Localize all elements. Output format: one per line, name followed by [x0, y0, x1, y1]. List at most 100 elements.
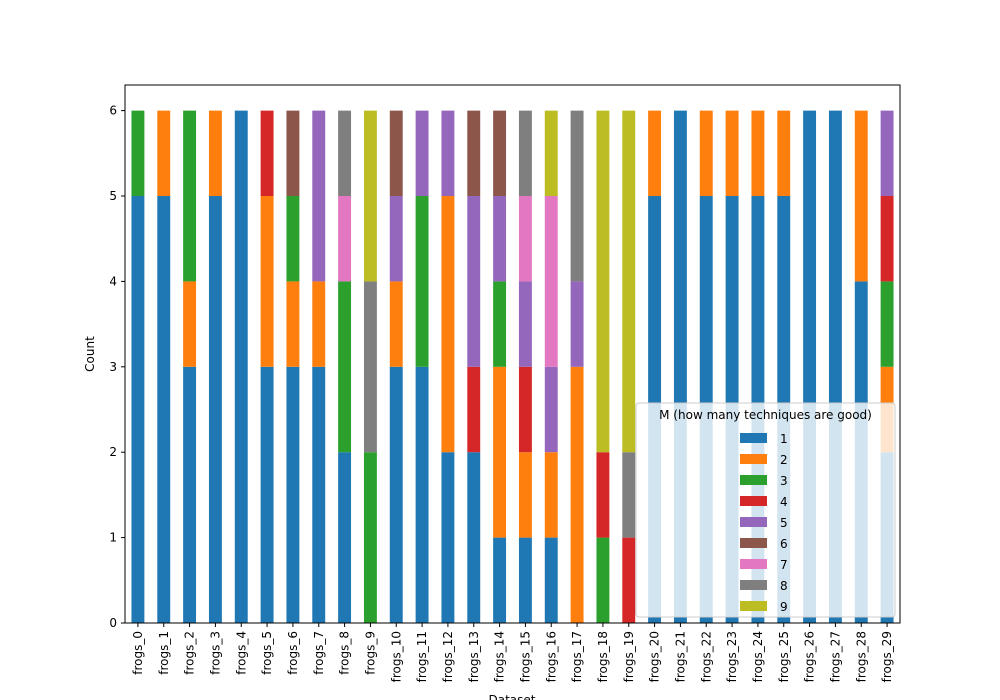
- x-tick-label: frogs_19: [622, 631, 636, 682]
- bar-segment: [570, 281, 584, 367]
- legend: M (how many techniques are good) 1 2 3 4 5 6 7 8…: [635, 402, 896, 618]
- bar-segment: [131, 110, 145, 197]
- bar-segment: [183, 281, 197, 367]
- legend-label: 2: [780, 453, 788, 467]
- x-axis-label: Dataset: [489, 693, 536, 700]
- legend-label: 4: [780, 495, 788, 509]
- legend-label: 5: [780, 516, 788, 530]
- x-tick-label: frogs_24: [751, 631, 765, 682]
- bar-segment: [286, 110, 300, 197]
- bar-segment: [363, 281, 377, 453]
- y-tick-label: 6: [109, 104, 117, 118]
- bar-segment: [493, 537, 507, 623]
- x-tick-label: frogs_6: [286, 631, 300, 675]
- x-tick-label: frogs_20: [648, 631, 662, 682]
- bar-segment: [725, 110, 739, 197]
- bar-segment: [622, 537, 636, 623]
- x-tick-label: frogs_12: [441, 631, 455, 682]
- y-tick-label: 0: [109, 616, 117, 630]
- bar-segment: [518, 281, 532, 367]
- x-tick-label: frogs_10: [389, 631, 403, 682]
- bar-segment: [493, 110, 507, 197]
- x-tick-label: frogs_25: [777, 631, 791, 682]
- x-tick-label: frogs_27: [828, 631, 842, 682]
- bar-segment: [544, 110, 558, 197]
- bar-segment: [338, 196, 352, 282]
- legend-label: 9: [780, 600, 788, 614]
- bar-segment: [544, 196, 558, 367]
- bar-segment: [493, 281, 507, 367]
- bar-segment: [493, 196, 507, 282]
- bar-segment: [570, 110, 584, 282]
- bar-segment: [415, 366, 429, 623]
- bar-segment: [363, 452, 377, 623]
- legend-label: 1: [780, 432, 788, 446]
- x-tick-label: frogs_18: [596, 631, 610, 682]
- x-tick-label: frogs_11: [415, 631, 429, 682]
- legend-label: 7: [780, 558, 788, 572]
- bar-segment: [596, 537, 610, 623]
- bar-segment: [260, 196, 274, 367]
- bar-segment: [467, 196, 481, 367]
- x-tick-label: frogs_2: [183, 631, 197, 675]
- bar-segment: [699, 110, 713, 197]
- y-tick-label: 1: [109, 531, 117, 545]
- bar-segment: [441, 110, 455, 197]
- legend-swatch: [740, 454, 767, 464]
- bar-segment: [518, 452, 532, 538]
- bar-segment: [415, 110, 429, 197]
- bar-segment: [518, 110, 532, 197]
- bar-segment: [467, 452, 481, 623]
- x-tick-label: frogs_16: [544, 631, 558, 682]
- bar-segment: [622, 452, 636, 538]
- bar-segment: [880, 281, 894, 367]
- x-tick-label: frogs_0: [131, 631, 145, 675]
- legend-swatch: [740, 538, 767, 548]
- bar-segment: [467, 366, 481, 453]
- bar-segment: [518, 537, 532, 623]
- bar-segment: [260, 366, 274, 623]
- bar-segment: [157, 110, 171, 197]
- y-tick-label: 3: [109, 360, 117, 374]
- bar-segment: [338, 110, 352, 197]
- x-tick-label: frogs_28: [854, 631, 868, 682]
- legend-swatch: [740, 517, 767, 527]
- bar-segment: [751, 110, 765, 197]
- bar-segment: [570, 366, 584, 623]
- legend-swatch: [740, 496, 767, 506]
- bar-segment: [880, 110, 894, 197]
- bar-segment: [544, 537, 558, 623]
- bar-segment: [622, 110, 636, 453]
- bar-segment: [363, 110, 377, 282]
- legend-label: 8: [780, 579, 788, 593]
- x-tick-label: frogs_3: [208, 631, 222, 675]
- legend-label: 3: [780, 474, 788, 488]
- legend-label: 6: [780, 537, 788, 551]
- legend-swatch: [740, 475, 767, 485]
- bar-segment: [312, 110, 326, 282]
- x-tick-label: frogs_4: [234, 631, 248, 675]
- y-tick-label: 2: [109, 445, 117, 459]
- x-tick-label: frogs_1: [157, 631, 171, 675]
- bar-segment: [312, 281, 326, 367]
- bar-segment: [286, 196, 300, 282]
- legend-swatch: [740, 601, 767, 611]
- x-tick-label: frogs_7: [312, 631, 326, 675]
- bar-segment: [389, 281, 403, 367]
- bar-segment: [518, 366, 532, 453]
- x-tick-label: frogs_29: [880, 631, 894, 682]
- bar-segment: [854, 110, 868, 282]
- bar-segment: [441, 196, 455, 453]
- x-tick-label: frogs_26: [803, 631, 817, 682]
- bar-segment: [286, 366, 300, 623]
- x-tick-label: frogs_9: [363, 631, 377, 675]
- bar-segment: [157, 196, 171, 623]
- legend-swatch: [740, 433, 767, 443]
- y-tick-label: 5: [109, 189, 117, 203]
- x-tick-label: frogs_15: [518, 631, 532, 682]
- x-tick-label: frogs_5: [260, 631, 274, 675]
- legend-title: M (how many techniques are good): [659, 408, 872, 422]
- bar-segment: [415, 196, 429, 367]
- bar-segment: [389, 366, 403, 623]
